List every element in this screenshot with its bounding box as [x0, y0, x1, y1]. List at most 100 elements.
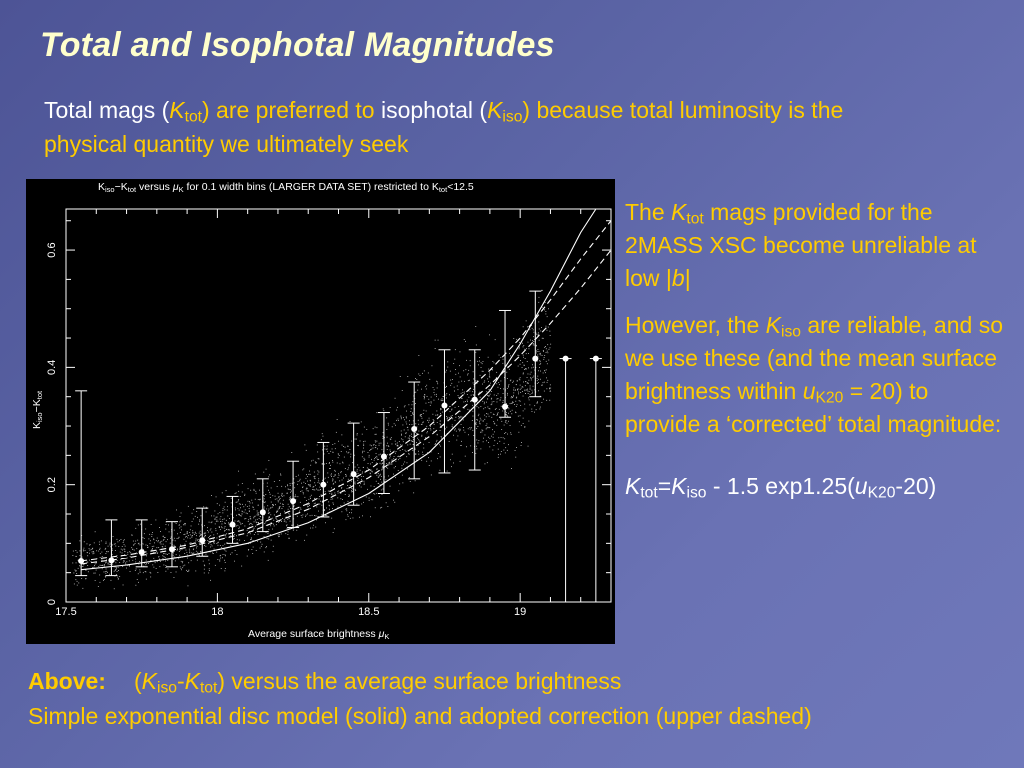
scatter-point [381, 481, 383, 483]
scatter-point [343, 502, 345, 504]
scatter-point [532, 376, 534, 378]
scatter-point [133, 549, 135, 551]
scatter-point [276, 512, 278, 513]
scatter-point [513, 338, 515, 339]
scatter-point [145, 578, 147, 580]
scatter-point [263, 471, 265, 473]
scatter-point [427, 372, 429, 374]
scatter-point [446, 470, 448, 472]
scatter-point [357, 480, 359, 481]
scatter-point [277, 492, 279, 494]
scatter-point [526, 377, 528, 378]
scatter-point [314, 475, 316, 477]
scatter-point [210, 546, 211, 548]
scatter-point [537, 354, 539, 356]
chart-svg: Kiso−Ktot versus μK for 0.1 width bins (… [31, 181, 612, 641]
scatter-point [288, 517, 290, 519]
scatter-point [225, 490, 227, 492]
scatter-point [349, 449, 351, 450]
scatter-point [150, 572, 152, 574]
scatter-point [506, 415, 508, 417]
scatter-point [393, 458, 395, 460]
chart-title-part: iso [105, 185, 115, 194]
scatter-point [314, 478, 316, 480]
scatter-point [146, 553, 148, 555]
scatter-point [535, 332, 537, 334]
scatter-point [380, 476, 382, 477]
scatter-point [230, 535, 232, 537]
scatter-point [79, 550, 81, 552]
scatter-point [337, 497, 339, 499]
scatter-point [314, 515, 315, 516]
scatter-point [184, 533, 186, 535]
scatter-point [451, 426, 453, 427]
scatter-point [449, 370, 451, 372]
scatter-point [427, 431, 428, 433]
scatter-point [322, 463, 323, 465]
scatter-point [492, 449, 494, 451]
scatter-point [179, 516, 181, 517]
scatter-point [400, 444, 401, 446]
scatter-point [409, 435, 411, 437]
scatter-point [113, 543, 115, 545]
scatter-point [287, 508, 289, 510]
scatter-point [490, 398, 492, 400]
scatter-point [508, 412, 509, 414]
scatter-point [179, 546, 180, 548]
scatter-point [163, 564, 165, 566]
scatter-point [93, 552, 95, 554]
k-symbol: K [765, 312, 781, 338]
scatter-point [93, 542, 95, 544]
scatter-point [520, 405, 522, 406]
scatter-point [184, 543, 186, 545]
scatter-point [362, 471, 363, 473]
scatter-point [124, 548, 126, 550]
scatter-point [244, 509, 246, 511]
scatter-point [248, 523, 250, 525]
formula-k: K [671, 473, 687, 499]
scatter-point [302, 469, 304, 471]
scatter-point [297, 496, 299, 498]
scatter-point [209, 529, 211, 531]
scatter-point [441, 398, 443, 400]
scatter-point [157, 552, 159, 554]
scatter-point [224, 559, 225, 561]
scatter-point [127, 553, 129, 555]
scatter-point [536, 402, 538, 404]
scatter-point [192, 530, 194, 532]
scatter-point [253, 517, 255, 519]
scatter-point [332, 532, 334, 533]
scatter-point [342, 461, 343, 463]
scatter-point [263, 500, 264, 502]
scatter-point [193, 548, 195, 550]
scatter-point [500, 437, 502, 438]
scatter-point [182, 567, 184, 569]
scatter-point [440, 408, 442, 410]
scatter-point [105, 561, 107, 563]
scatter-point [236, 501, 238, 503]
scatter-point [151, 546, 153, 547]
scatter-point [453, 434, 454, 436]
scatter-point [157, 541, 159, 543]
scatter-point [264, 495, 265, 497]
scatter-point [290, 496, 291, 498]
scatter-point [544, 370, 546, 372]
scatter-point [318, 471, 320, 473]
scatter-point [140, 523, 141, 525]
scatter-point [391, 459, 393, 461]
scatter-point [506, 403, 507, 404]
scatter-point [216, 519, 218, 521]
scatter-point [324, 477, 326, 479]
scatter-point [310, 480, 311, 482]
scatter-point [475, 344, 477, 346]
scatter-point [326, 450, 328, 452]
scatter-point [454, 406, 456, 408]
scatter-point [288, 513, 290, 514]
scatter-point [299, 501, 301, 503]
scatter-point [463, 407, 465, 409]
scatter-point [252, 553, 254, 554]
scatter-point [522, 373, 524, 375]
scatter-point [466, 446, 467, 448]
scatter-point [326, 449, 328, 450]
scatter-point [244, 495, 246, 496]
